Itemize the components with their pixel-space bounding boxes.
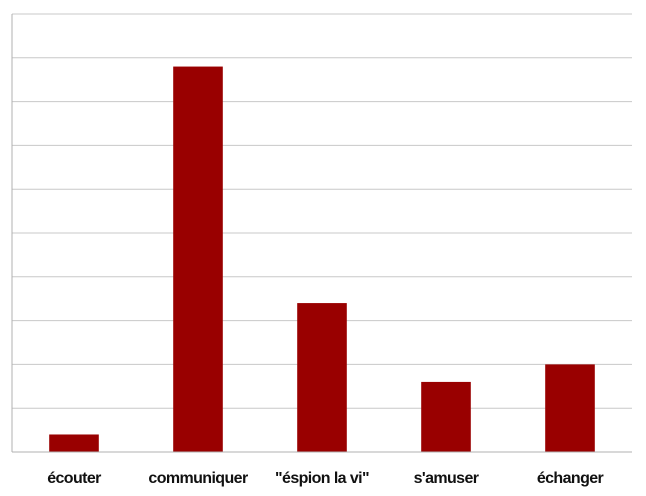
bar [173,66,223,452]
bars [49,66,595,452]
bar [49,434,99,452]
bar [545,364,595,452]
category-label: communiquer [148,470,248,487]
bar [421,381,471,452]
bar [297,303,347,452]
category-label: "éspion la vi" [275,470,369,487]
category-label: échanger [537,470,604,487]
category-labels: écouter communiquer "éspion la vi" s'amuser… [47,470,604,487]
category-label: s'amuser [414,470,479,487]
gridlines [12,13,632,409]
category-label: écouter [47,470,101,487]
axes [11,14,632,453]
